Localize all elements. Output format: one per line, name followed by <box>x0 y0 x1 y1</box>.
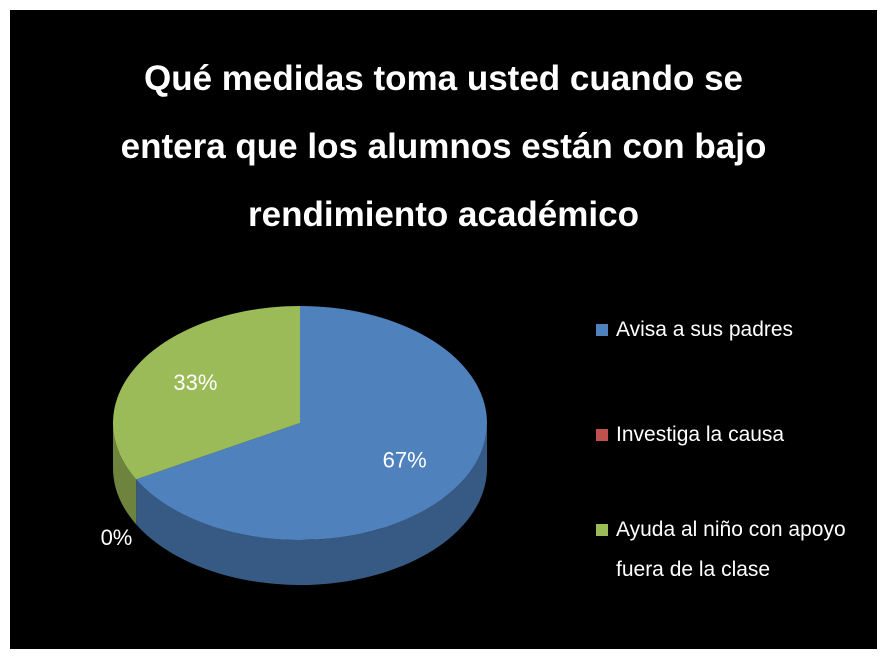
pie-slice <box>113 306 301 480</box>
chart-title: Qué medidas toma usted cuando se entera … <box>120 59 767 234</box>
legend-swatch <box>596 324 608 336</box>
legend-item: Investiga la causa <box>596 415 784 455</box>
legend-item: Avisa a sus padres <box>596 310 793 350</box>
data-label: 33% <box>173 370 217 395</box>
pie-slice-side <box>136 423 487 586</box>
legend-label: Investiga la causa <box>616 423 785 446</box>
pie-slice <box>136 306 487 541</box>
pie-slice-side <box>113 423 137 525</box>
data-label: 67% <box>383 448 427 473</box>
legend-swatch <box>596 524 608 536</box>
legend-swatch <box>596 429 608 441</box>
legend-label: Avisa a sus padres <box>616 318 794 341</box>
legend-label: Ayuda al niño con apoyo fuera de la clas… <box>616 518 846 581</box>
legend-item: Ayuda al niño con apoyo fuera de la clas… <box>596 510 876 590</box>
data-label: 0% <box>101 525 133 550</box>
